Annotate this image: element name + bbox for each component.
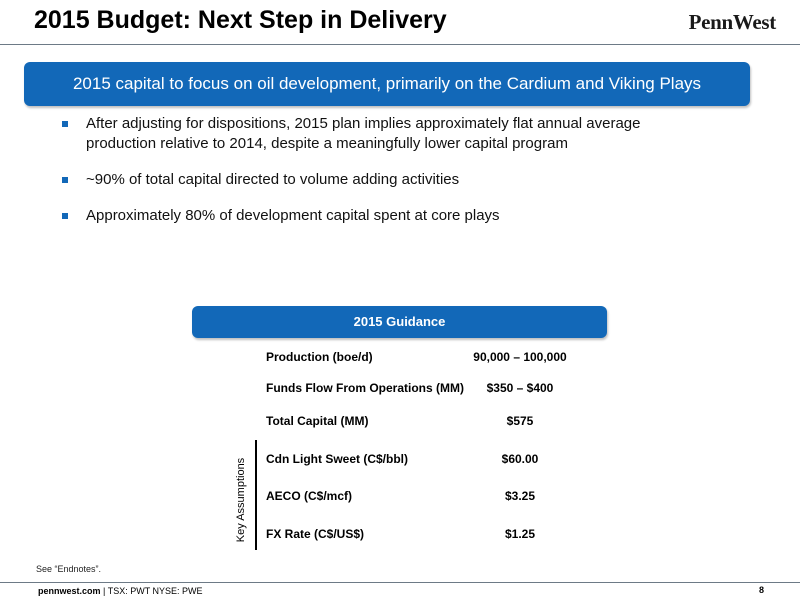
- square-bullet-icon: [62, 121, 68, 127]
- footer-tickers: | TSX: PWT NYSE: PWE: [100, 586, 203, 596]
- square-bullet-icon: [62, 177, 68, 183]
- footer-divider: [0, 582, 800, 583]
- guidance-row-value: 90,000 – 100,000: [473, 350, 567, 364]
- guidance-row-value: $3.25: [504, 489, 536, 503]
- guidance-row-label: AECO (C$/mcf): [266, 489, 353, 503]
- bullet-text: After adjusting for dispositions, 2015 p…: [86, 115, 641, 152]
- guidance-header: 2015 Guidance: [192, 306, 607, 338]
- endnote-reference: See “Endnotes”.: [36, 564, 102, 574]
- key-assumptions-label: Key Assumptions: [235, 457, 247, 543]
- headline-banner: 2015 capital to focus on oil development…: [24, 62, 750, 106]
- bullet-text: ~90% of total capital directed to volume…: [86, 171, 460, 188]
- title-divider: [0, 44, 800, 45]
- guidance-row-label: Cdn Light Sweet (C$/bbl): [266, 452, 408, 466]
- footer-site-link[interactable]: pennwest.com: [38, 586, 101, 596]
- guidance-row-value: $1.25: [504, 527, 536, 541]
- guidance-row-label: Production (boe/d): [266, 350, 373, 364]
- guidance-row-label: FX Rate (C$/US$): [266, 527, 365, 541]
- page-number: 8: [758, 585, 764, 595]
- guidance-row-value: $60.00: [501, 452, 539, 466]
- key-assumptions-bracket: [255, 440, 257, 550]
- bullet-text: Approximately 80% of development capital…: [86, 207, 500, 224]
- footer-info: pennwest.com | TSX: PWT NYSE: PWE: [38, 586, 203, 596]
- page-title: 2015 Budget: Next Step in Delivery: [34, 6, 447, 34]
- guidance-row-value: $575: [506, 414, 534, 428]
- guidance-row-label: Total Capital (MM): [266, 414, 369, 428]
- guidance-row-label: Funds Flow From Operations (MM): [266, 381, 464, 395]
- pennwest-logo: PennWest: [688, 10, 777, 34]
- guidance-row-value: $350 – $400: [486, 381, 554, 395]
- square-bullet-icon: [62, 213, 68, 219]
